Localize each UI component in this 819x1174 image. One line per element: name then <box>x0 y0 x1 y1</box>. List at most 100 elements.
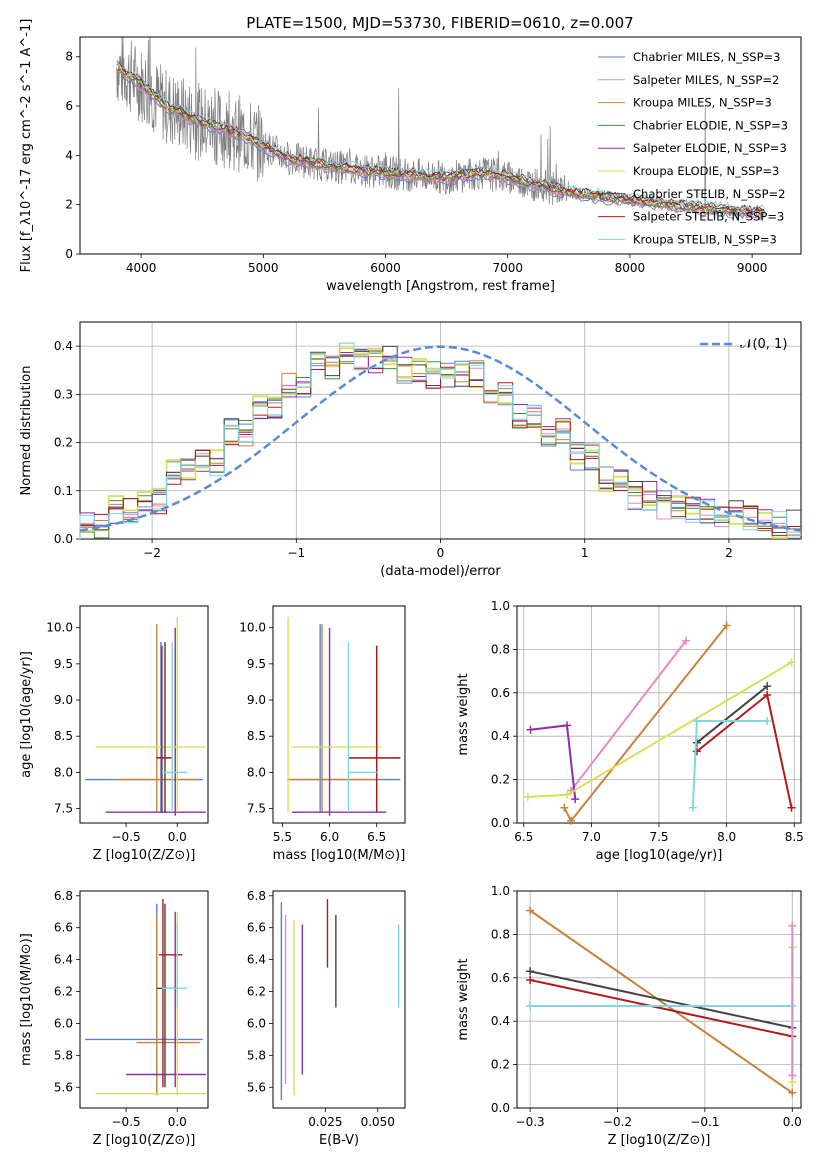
data-point <box>787 803 796 812</box>
data-point <box>523 792 532 801</box>
y-tick-label: 8.0 <box>54 765 73 779</box>
x-tick-label: 5.5 <box>273 830 292 844</box>
y-tick-label: 7.5 <box>54 802 73 816</box>
legend-label: Salpeter MILES, N_SSP=2 <box>633 73 779 87</box>
gaussian-curve <box>79 345 802 532</box>
legend-label: 𝒩(0, 1) <box>740 337 787 352</box>
axes-frame <box>272 890 406 1109</box>
chart-spectrum: 4000 5000 6000 7000 8000 9000 0 2 4 6 8 wavelength … <box>19 19 802 294</box>
y-tick-label: 1.0 <box>491 884 510 898</box>
x-tick-label: 9000 <box>737 261 768 275</box>
y-tick-label: 9.0 <box>54 693 73 707</box>
y-tick-label: 9.0 <box>247 693 266 707</box>
model-line-salpeter-stelib <box>116 61 765 213</box>
x-tick-label: 0.025 <box>308 1115 342 1129</box>
x-tick-label: −1 <box>287 546 305 560</box>
x-tick-label: 6.0 <box>320 830 339 844</box>
y-axis-label: Normed distribution <box>19 366 34 496</box>
x-tick-label: −0.3 <box>516 1115 545 1129</box>
legend-label: Salpeter STELIB, N_SSP=3 <box>633 210 784 224</box>
y-tick-label: 8 <box>65 50 73 64</box>
y-tick-label: 0.2 <box>491 773 510 787</box>
axes-frame <box>79 321 802 540</box>
chart-Z-age: −0.5 0.0 7.5 8.0 8.5 9.0 9.5 10.0 Z [log10(Z/Z⊙)… <box>19 605 209 863</box>
data-point <box>788 921 797 930</box>
series-line-chabrier-stelib <box>529 970 793 1029</box>
x-tick-label: 5000 <box>248 261 279 275</box>
y-tick-label: 0.4 <box>54 339 73 353</box>
data-point <box>692 747 701 756</box>
data-point <box>787 658 796 667</box>
x-axis-label: E(B-V) <box>319 1133 359 1148</box>
series-line-kroupa-stelib <box>691 720 768 808</box>
y-tick-label: 0.1 <box>54 484 73 498</box>
y-tick-label: 10.0 <box>239 621 266 635</box>
y-tick-label: 5.6 <box>54 1080 73 1094</box>
x-tick-label: 6000 <box>370 261 401 275</box>
data-point <box>571 795 580 804</box>
data-point <box>567 816 576 825</box>
y-tick-label: 5.6 <box>247 1080 266 1094</box>
y-tick-label: 6.2 <box>247 985 266 999</box>
y-axis-label: mass weight <box>456 958 471 1040</box>
y-tick-label: 0.8 <box>491 642 510 656</box>
data-point <box>526 975 535 984</box>
y-tick-label: 0 <box>65 247 73 261</box>
x-tick-label: 0.0 <box>168 830 187 844</box>
series-line-kroupa-miles <box>529 909 793 1094</box>
axes-frame <box>79 890 209 1109</box>
y-tick-label: 6.8 <box>54 889 73 903</box>
chart-Z-weight: −0.3 −0.2 −0.1 0.0 0.0 0.2 0.4 0.6 0.8 1.0 Z [log1… <box>456 884 802 1148</box>
y-tick-label: 8.5 <box>247 729 266 743</box>
axes-frame <box>79 36 802 255</box>
y-tick-label: 1.0 <box>491 599 510 613</box>
axes-frame <box>272 605 406 824</box>
x-tick-label: 2 <box>725 546 733 560</box>
y-tick-label: 6 <box>65 99 73 113</box>
x-axis-label: Z [log10(Z/Z⊙)] <box>608 1133 711 1148</box>
y-tick-label: 2 <box>65 198 73 212</box>
x-tick-label: −0.5 <box>112 1115 141 1129</box>
x-tick-label: −0.2 <box>603 1115 632 1129</box>
x-axis-label: Z [log10(Z/Z⊙)] <box>93 1133 196 1148</box>
y-tick-label: 0.8 <box>491 927 510 941</box>
series-line-kroupa-miles <box>563 624 728 823</box>
x-axis-label: Z [log10(Z/Z⊙)] <box>93 848 196 863</box>
legend-label: Chabrier ELODIE, N_SSP=3 <box>633 118 788 132</box>
y-tick-label: 5.8 <box>54 1048 73 1062</box>
data-point <box>692 717 701 726</box>
x-tick-label: −0.5 <box>112 830 141 844</box>
x-axis-label: mass [log10(M/M⊙)] <box>273 848 406 863</box>
data-point <box>682 636 691 645</box>
data-point <box>526 906 535 915</box>
chart-ebv-mass: 0.025 0.050 5.6 5.8 6.0 6.2 6.4 6.6 6.8 E(B-V) <box>247 889 406 1148</box>
y-axis-label: age [log10(age/yr)] <box>19 651 34 778</box>
x-tick-label: 1 <box>581 546 589 560</box>
y-tick-label: 8.0 <box>247 765 266 779</box>
chart-residuals: −2 −1 0 1 2 0.0 0.1 0.2 0.3 0.4 (data-model)/error… <box>19 321 802 579</box>
data-point <box>526 725 535 734</box>
y-tick-label: 0.4 <box>491 729 510 743</box>
data-point <box>763 690 772 699</box>
y-tick-label: 4 <box>65 148 73 162</box>
legend-label: Chabrier STELIB, N_SSP=2 <box>633 187 785 201</box>
y-tick-label: 0.2 <box>54 436 73 450</box>
series-line-salpeter-stelib <box>529 979 793 1038</box>
y-tick-label: 9.5 <box>247 657 266 671</box>
axes-frame <box>79 605 209 824</box>
y-tick-label: 6.0 <box>54 1016 73 1030</box>
x-tick-label: 6.5 <box>514 830 533 844</box>
y-tick-label: 6.6 <box>247 921 266 935</box>
y-tick-label: 0.6 <box>491 971 510 985</box>
axes-frame <box>516 890 802 1109</box>
y-axis-label: Flux [f_λ10^-17 erg cm^-2 s^-1 A^-1] <box>19 19 34 273</box>
y-tick-label: 0.4 <box>491 1014 510 1028</box>
x-tick-label: 0.0 <box>783 1115 802 1129</box>
x-tick-label: 0 <box>437 546 445 560</box>
figure-title: PLATE=1500, MJD=53730, FIBERID=0610, z=0… <box>246 14 633 32</box>
series-line-salpeter-stelib <box>696 693 793 809</box>
y-tick-label: 0.2 <box>491 1058 510 1072</box>
x-tick-label: 8000 <box>615 261 646 275</box>
legend-label: Chabrier MILES, N_SSP=3 <box>633 50 780 64</box>
